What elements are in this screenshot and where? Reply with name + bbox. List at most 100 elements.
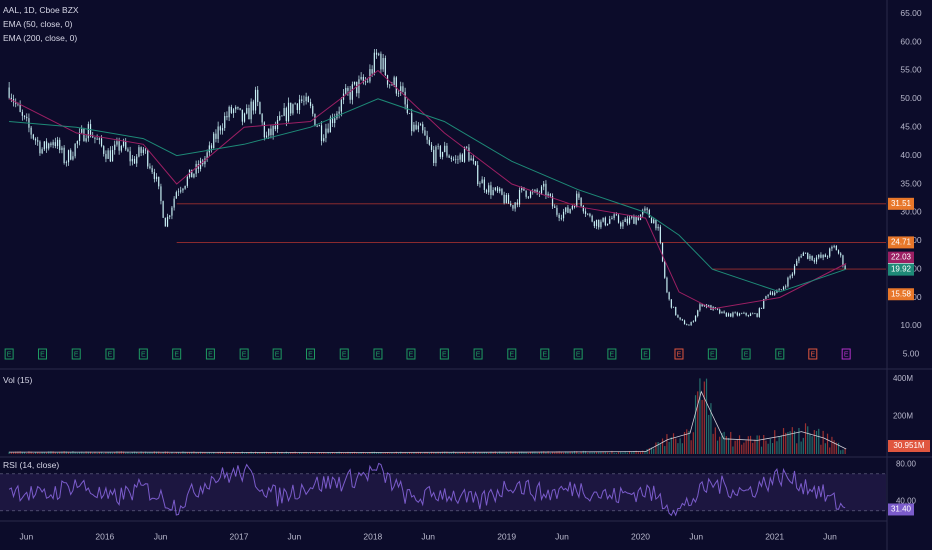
candle-body[interactable] [769, 292, 771, 295]
volume-bar[interactable] [826, 433, 829, 454]
candle-body[interactable] [279, 115, 281, 121]
candle-body[interactable] [351, 84, 353, 100]
volume-bar[interactable] [494, 451, 496, 454]
volume-bar[interactable] [85, 451, 87, 454]
candle-series[interactable] [8, 48, 846, 326]
candle-body[interactable] [507, 194, 510, 204]
candle-body[interactable] [477, 165, 479, 185]
volume-bar[interactable] [404, 452, 406, 454]
candle-body[interactable] [160, 186, 162, 202]
volume-bar[interactable] [395, 451, 397, 454]
candle-body[interactable] [470, 158, 472, 161]
volume-bar[interactable] [822, 430, 824, 454]
volume-bar[interactable] [615, 452, 617, 454]
volume-bar[interactable] [747, 436, 749, 454]
candle-body[interactable] [364, 81, 367, 83]
volume-bar[interactable] [668, 441, 670, 454]
candle-body[interactable] [83, 128, 85, 142]
candle-body[interactable] [316, 126, 318, 127]
volume-bar[interactable] [470, 453, 472, 454]
volume-bar[interactable] [829, 447, 831, 454]
volume-bar[interactable] [397, 452, 400, 454]
candle-body[interactable] [149, 166, 151, 169]
earnings-marker-box[interactable] [306, 348, 316, 360]
volume-last-box[interactable] [888, 440, 930, 452]
candle-body[interactable] [604, 217, 606, 226]
volume-bar[interactable] [639, 451, 642, 454]
volume-bar[interactable] [591, 452, 593, 454]
candle-body[interactable] [41, 149, 43, 154]
candle-body[interactable] [721, 311, 723, 314]
volume-bar[interactable] [778, 436, 780, 454]
earnings-marker[interactable]: E [540, 348, 550, 360]
candle-body[interactable] [78, 132, 81, 142]
candle-body[interactable] [142, 149, 144, 153]
volume-bar[interactable] [736, 439, 738, 454]
volume-bar[interactable] [554, 452, 556, 454]
volume-bar[interactable] [224, 452, 226, 454]
earnings-marker-box[interactable] [373, 348, 383, 360]
volume-bar[interactable] [243, 453, 246, 454]
candle-body[interactable] [488, 185, 490, 193]
volume-bar[interactable] [127, 452, 129, 454]
candle-body[interactable] [144, 149, 147, 151]
volume-bar[interactable] [248, 452, 250, 454]
volume-bar[interactable] [844, 448, 846, 454]
candle-body[interactable] [483, 179, 485, 190]
earnings-marker-box[interactable] [272, 348, 282, 360]
candle-body[interactable] [562, 211, 565, 219]
volume-bar[interactable] [758, 435, 760, 454]
candle-body[interactable] [672, 306, 675, 308]
candle-body[interactable] [534, 189, 536, 193]
earnings-marker-box[interactable] [707, 348, 717, 360]
candle-body[interactable] [50, 143, 52, 146]
candle-body[interactable] [529, 191, 532, 198]
volume-bar[interactable] [250, 451, 252, 454]
candle-body[interactable] [815, 257, 818, 262]
candle-body[interactable] [37, 140, 39, 142]
volume-bar[interactable] [604, 451, 606, 454]
earnings-marker[interactable]: E [674, 348, 684, 360]
volume-bar[interactable] [683, 432, 686, 454]
volume-bar[interactable] [703, 381, 705, 454]
price-label[interactable]: 22.03 [888, 251, 914, 264]
candle-body[interactable] [353, 81, 356, 85]
volume-bar[interactable] [287, 452, 290, 454]
earnings-marker-box[interactable] [439, 348, 449, 360]
candle-body[interactable] [820, 254, 822, 258]
volume-bar[interactable] [116, 451, 118, 454]
candle-body[interactable] [169, 215, 171, 217]
candle-body[interactable] [347, 87, 349, 91]
volume-bar[interactable] [413, 452, 415, 454]
volume-bar[interactable] [796, 443, 798, 454]
candle-body[interactable] [177, 191, 180, 193]
volume-bar[interactable] [670, 437, 672, 454]
candle-body[interactable] [254, 89, 257, 111]
volume-bar[interactable] [8, 451, 10, 454]
candle-body[interactable] [162, 201, 164, 218]
candle-body[interactable] [670, 299, 672, 308]
candle-body[interactable] [369, 69, 371, 82]
candle-body[interactable] [444, 145, 446, 152]
volume-bar[interactable] [481, 452, 483, 454]
earnings-marker-box[interactable] [406, 348, 416, 360]
volume-bar[interactable] [56, 452, 59, 454]
earnings-marker-box[interactable] [105, 348, 115, 360]
candle-body[interactable] [628, 217, 631, 224]
rsi-last-label[interactable]: 31.40 [888, 503, 914, 516]
volume-bar[interactable] [274, 451, 276, 454]
volume-bar[interactable] [496, 452, 499, 454]
volume-bar[interactable] [210, 453, 213, 454]
volume-bar[interactable] [232, 452, 235, 454]
volume-bar[interactable] [52, 451, 54, 454]
volume-bar[interactable] [378, 452, 380, 454]
volume-bar[interactable] [129, 452, 131, 454]
volume-bar[interactable] [147, 452, 149, 454]
earnings-marker-box[interactable] [37, 348, 47, 360]
candle-body[interactable] [155, 176, 158, 179]
candle-body[interactable] [492, 190, 494, 196]
candle-body[interactable] [400, 86, 402, 94]
volume-bar[interactable] [833, 440, 835, 454]
candle-body[interactable] [30, 127, 32, 135]
